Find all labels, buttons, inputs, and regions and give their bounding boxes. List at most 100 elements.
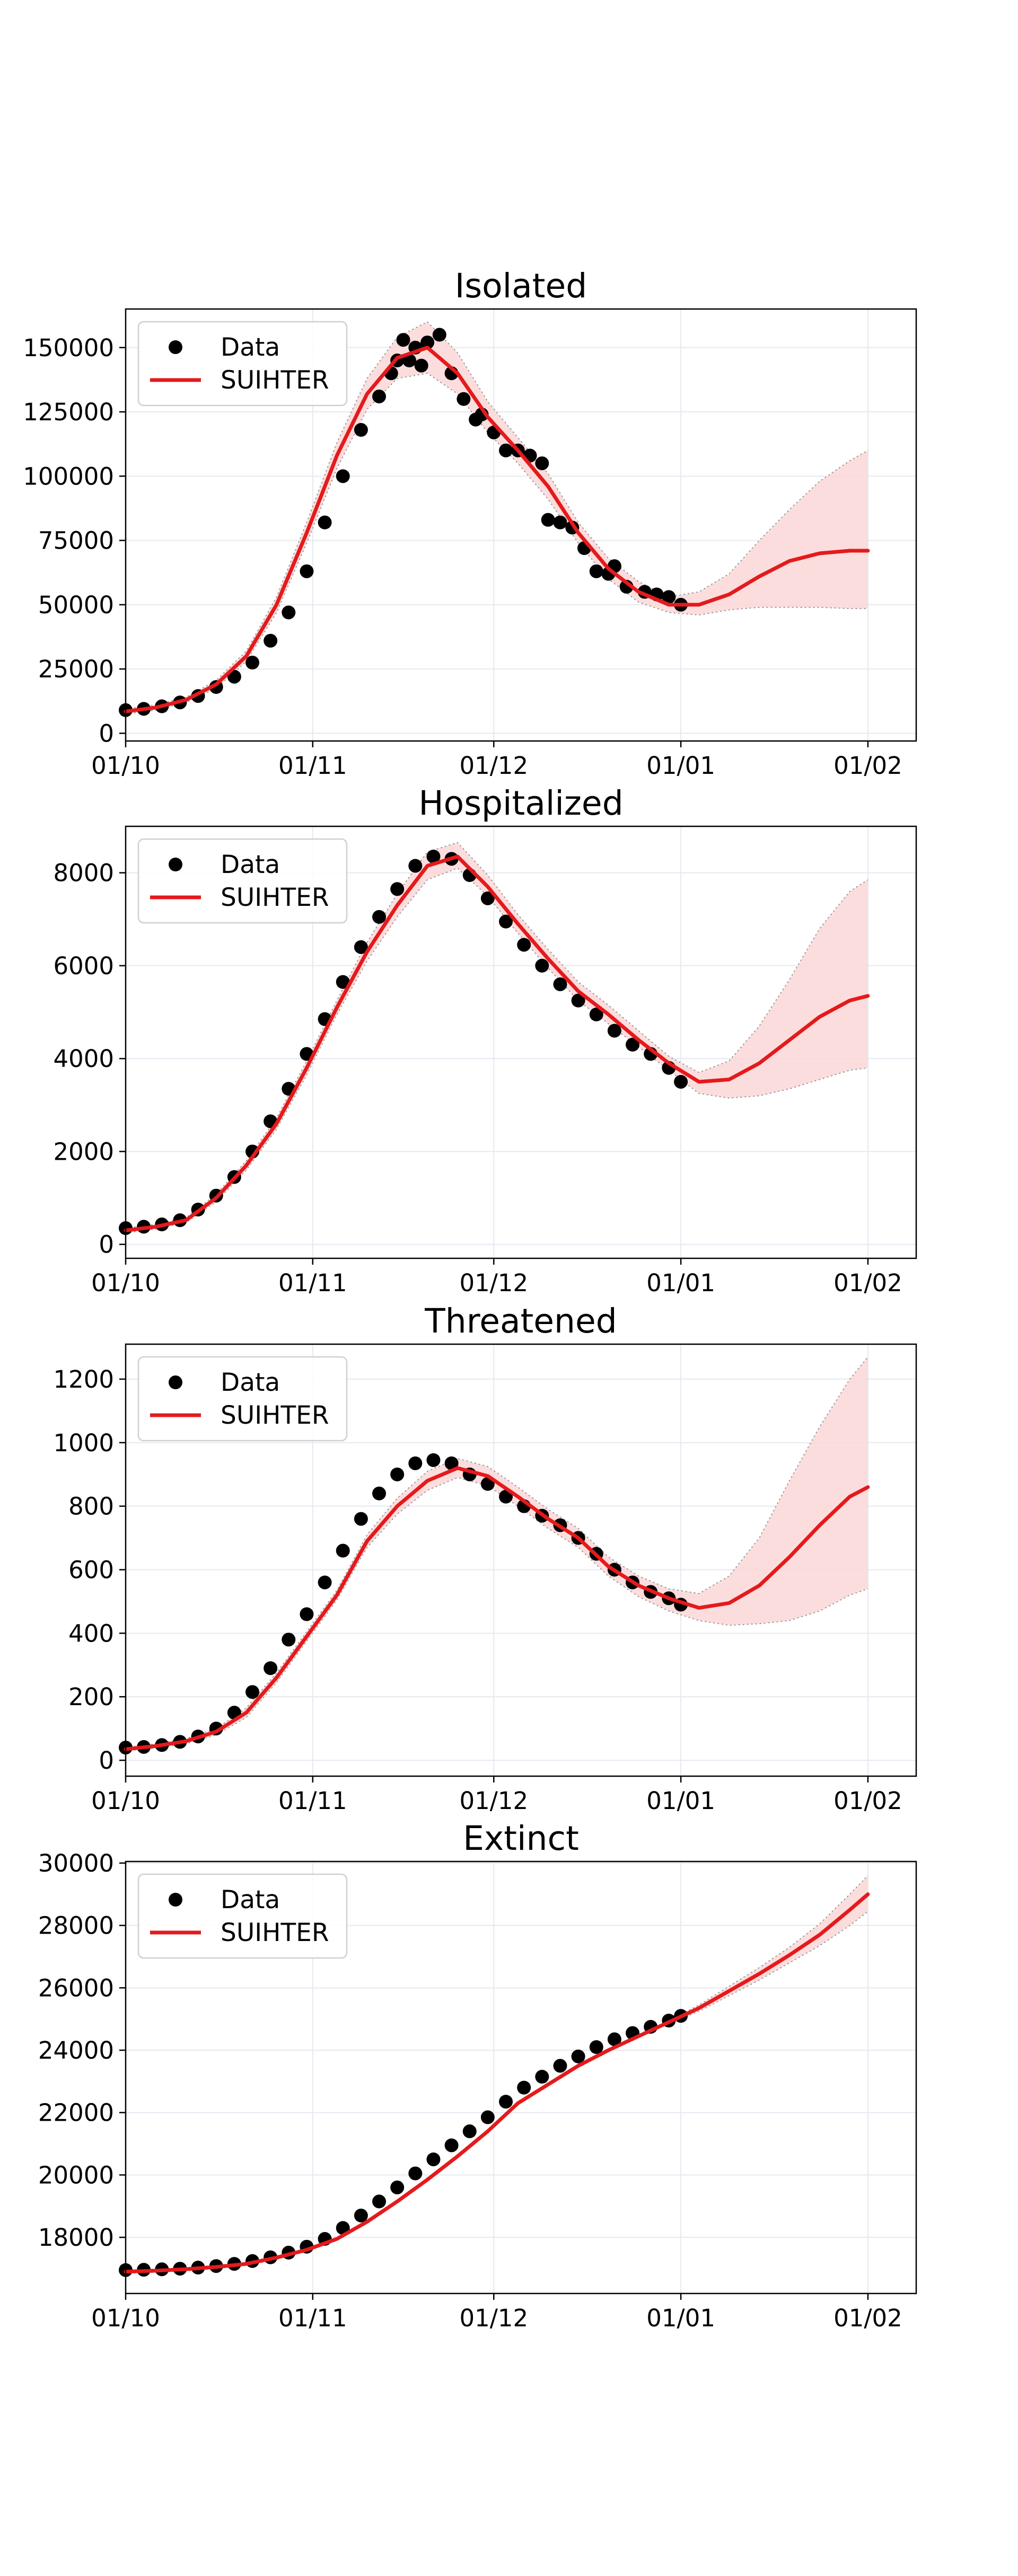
data-point bbox=[402, 354, 416, 368]
data-point bbox=[264, 633, 278, 648]
x-tick-label: 01/10 bbox=[91, 1269, 160, 1297]
x-tick-label: 01/01 bbox=[646, 1787, 715, 1815]
band-lower-edge bbox=[125, 867, 868, 1233]
chart-panel-threatened: Threatened 01/10 01/11 01/12 01/01 01/02 0 200 4… bbox=[53, 1302, 917, 1815]
legend-label-data: Data bbox=[221, 850, 280, 879]
data-point bbox=[462, 2124, 477, 2139]
data-point bbox=[535, 958, 549, 973]
data-point bbox=[517, 2080, 531, 2095]
x-tick-label: 01/01 bbox=[646, 2304, 715, 2332]
data-point bbox=[607, 2032, 621, 2046]
chart-panel-extinct: Extinct 01/10 01/11 01/12 01/01 01/02 18000 200… bbox=[38, 1819, 917, 2332]
data-point bbox=[372, 1486, 387, 1501]
y-tick-label: 6000 bbox=[53, 952, 114, 980]
data-point bbox=[354, 2208, 368, 2222]
axes-frame bbox=[125, 1343, 917, 1777]
data-point bbox=[396, 333, 410, 347]
x-tick-label: 01/02 bbox=[833, 752, 902, 780]
series-line-suihter bbox=[124, 1892, 870, 2274]
legend-label-suihter: SUIHTER bbox=[221, 1918, 329, 1947]
x-tick-label: 01/12 bbox=[459, 752, 528, 780]
y-tick-label: 25000 bbox=[38, 655, 114, 683]
legend-label-data: Data bbox=[221, 1885, 280, 1915]
data-point bbox=[517, 938, 531, 952]
x-tick-label: 01/10 bbox=[91, 752, 160, 780]
chart-panels: Isolated 01/10 01/11 01/12 01/01 01/02 0 25000 5… bbox=[23, 267, 917, 2332]
legend-box bbox=[137, 838, 348, 924]
data-point bbox=[354, 940, 368, 954]
y-tick-label: 125000 bbox=[23, 398, 114, 426]
data-point bbox=[408, 2166, 423, 2181]
chart-panel-isolated: Isolated 01/10 01/11 01/12 01/01 01/02 0 25000 5… bbox=[23, 267, 917, 780]
x-tick-label: 01/10 bbox=[91, 1787, 160, 1815]
data-point bbox=[318, 1575, 332, 1590]
y-tick-label: 26000 bbox=[38, 1974, 114, 2002]
series-line-suihter bbox=[124, 346, 870, 713]
y-tick-label: 1000 bbox=[53, 1429, 114, 1457]
band-lower-edge bbox=[125, 373, 868, 715]
legend-box bbox=[137, 1356, 348, 1442]
y-tick-label: 100000 bbox=[23, 462, 114, 490]
legend-label-suihter: SUIHTER bbox=[221, 366, 329, 395]
data-point bbox=[300, 1607, 314, 1621]
legend-label-data: Data bbox=[221, 1368, 280, 1397]
data-point bbox=[571, 2049, 585, 2063]
data-point bbox=[553, 515, 567, 530]
data-point bbox=[541, 513, 555, 527]
x-tick-label: 01/01 bbox=[646, 752, 715, 780]
chart-title: Isolated bbox=[455, 267, 587, 305]
data-point bbox=[457, 392, 471, 406]
data-point bbox=[420, 336, 435, 350]
chart-title: Threatened bbox=[424, 1302, 617, 1340]
x-tick-label: 01/01 bbox=[646, 1269, 715, 1297]
legend-box bbox=[137, 321, 348, 407]
data-point bbox=[372, 389, 387, 403]
x-tick-label: 01/10 bbox=[91, 2304, 160, 2332]
legend-marker-data bbox=[169, 858, 182, 871]
y-tick-label: 150000 bbox=[23, 334, 114, 362]
data-point bbox=[426, 1453, 441, 1467]
axes-frame bbox=[125, 308, 917, 742]
y-tick-label: 400 bbox=[68, 1619, 114, 1647]
data-point bbox=[414, 358, 428, 373]
y-tick-label: 2000 bbox=[53, 1137, 114, 1166]
data-point bbox=[480, 891, 495, 905]
data-point bbox=[535, 2070, 549, 2084]
y-tick-label: 24000 bbox=[38, 2036, 114, 2065]
y-tick-label: 30000 bbox=[38, 1849, 114, 1877]
data-point bbox=[589, 1007, 603, 1021]
data-point bbox=[553, 2059, 567, 2073]
x-tick-label: 01/02 bbox=[833, 2304, 902, 2332]
data-point bbox=[282, 605, 296, 620]
data-point bbox=[499, 914, 513, 929]
legend: Data SUIHTER bbox=[137, 838, 348, 924]
data-point bbox=[432, 328, 446, 342]
legend: Data SUIHTER bbox=[137, 321, 348, 407]
data-point bbox=[426, 2152, 441, 2166]
data-point bbox=[444, 2138, 459, 2152]
x-tick-label: 01/12 bbox=[459, 1787, 528, 1815]
data-point bbox=[535, 456, 549, 471]
series-line-suihter bbox=[124, 1466, 870, 1751]
data-point bbox=[390, 882, 405, 896]
data-point bbox=[444, 1456, 459, 1470]
data-point bbox=[426, 849, 441, 863]
band-upper-edge bbox=[125, 1356, 868, 1749]
data-point bbox=[227, 669, 241, 684]
y-tick-label: 28000 bbox=[38, 1912, 114, 1940]
y-tick-label: 75000 bbox=[38, 527, 114, 555]
x-tick-label: 01/11 bbox=[278, 2304, 347, 2332]
x-tick-label: 01/11 bbox=[278, 1269, 347, 1297]
y-tick-label: 20000 bbox=[38, 2161, 114, 2189]
data-point bbox=[408, 1456, 423, 1470]
chart-title: Extinct bbox=[463, 1819, 579, 1858]
data-point bbox=[499, 1489, 513, 1504]
y-tick-label: 18000 bbox=[38, 2224, 114, 2252]
legend-box bbox=[137, 1873, 348, 1959]
data-point bbox=[674, 1074, 688, 1089]
x-tick-label: 01/12 bbox=[459, 1269, 528, 1297]
data-point bbox=[589, 564, 603, 578]
x-tick-label: 01/02 bbox=[833, 1787, 902, 1815]
data-point bbox=[372, 2194, 387, 2209]
legend: Data SUIHTER bbox=[137, 1873, 348, 1959]
